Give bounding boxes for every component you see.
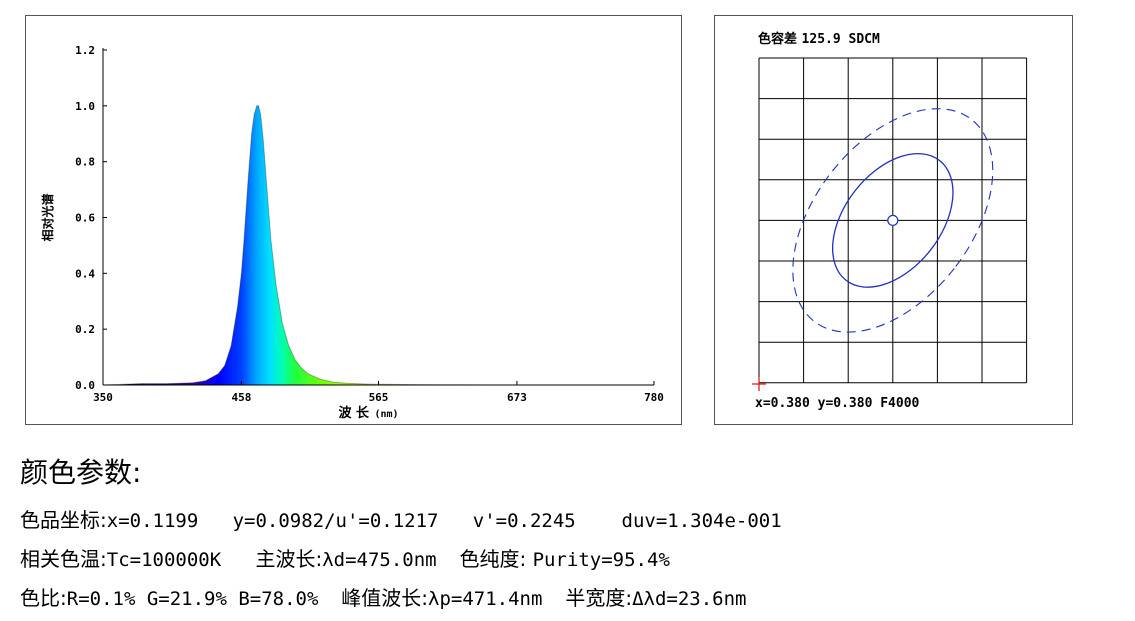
color-parameters-title: 颜色参数:: [20, 456, 142, 489]
dominant-wavelength-value: λd=475.0nm: [322, 549, 460, 571]
x-tick-label: 458: [231, 391, 251, 404]
color-ratio-value: R=0.1% G=21.9% B=78.0%: [66, 588, 342, 610]
color-tolerance-value: 125.9 SDCM: [801, 32, 880, 47]
y-axis-label: 相对光谱: [40, 193, 55, 241]
y-tick-label: 0.6: [75, 212, 95, 225]
inner-ellipse: [831, 152, 954, 288]
cct-value: Tc=100000K: [106, 549, 256, 571]
dominant-wavelength-label: 主波长:: [255, 547, 323, 571]
center-point: [887, 214, 899, 226]
half-width-label: 半宽度:: [565, 586, 633, 610]
color-ratio-row: 色比:R=0.1% G=21.9% B=78.0% 峰值波长:λp=471.4n…: [20, 579, 1120, 618]
color-tolerance-label: 色容差: [758, 32, 798, 47]
cct-label: 相关色温:: [20, 547, 107, 571]
peak-wavelength-value: λp=471.4nm: [428, 588, 566, 610]
x-tick-label: 673: [507, 391, 527, 404]
half-width-value: Δλd=23.6nm: [632, 588, 747, 610]
outer-ellipse: [792, 108, 994, 333]
purity-value: Purity=95.4%: [532, 549, 670, 571]
color-tolerance-panel: 色容差 125.9 SDCM x=0.380 y=0.380 F4000: [714, 15, 1073, 425]
x-tick-label: 565: [369, 391, 389, 404]
x-tick-label: 350: [93, 391, 113, 404]
x-tick-label: 780: [644, 391, 664, 404]
spectrum-line: [102, 105, 654, 386]
chromaticity-label: 色品坐标:: [20, 508, 107, 532]
y-tick-label: 0.4: [75, 267, 95, 280]
y-tick-label: 0.8: [75, 156, 95, 169]
cct-row: 相关色温:Tc=100000K 主波长:λd=475.0nm 色纯度: Puri…: [20, 540, 1120, 579]
chromaticity-value: x=0.1199 y=0.0982/u'=0.1217 v'=0.2245 du…: [106, 510, 782, 532]
purity-label: 色纯度:: [459, 547, 533, 571]
y-tick-label: 1.0: [75, 100, 95, 113]
color-ratio-label: 色比:: [20, 586, 67, 610]
reference-coordinates: x=0.380 y=0.380 F4000: [755, 396, 920, 411]
spectrum-chart: 0.0 0.2 0.4 0.6 0.8 1.0 1.2 350 458 565 673 780 波 长 (…: [40, 44, 664, 421]
x-axis-label: 波 长: [339, 405, 371, 421]
y-tick-label: 0.0: [75, 379, 95, 392]
color-tolerance-title: 色容差 125.9 SDCM: [758, 28, 880, 47]
x-axis-unit: (nm): [375, 409, 399, 420]
spectrum-chart-panel: 0.0 0.2 0.4 0.6 0.8 1.0 1.2 350 458 565 673 780 波 长 (…: [25, 15, 682, 425]
peak-wavelength-label: 峰值波长:: [341, 586, 429, 610]
y-tick-label: 1.2: [75, 44, 95, 57]
y-tick-label: 0.2: [75, 323, 95, 336]
color-parameters: 颜色参数: 色品坐标:x=0.1199 y=0.0982/u'=0.1217 v…: [20, 455, 1120, 618]
chromaticity-row: 色品坐标:x=0.1199 y=0.0982/u'=0.1217 v'=0.22…: [20, 501, 1120, 540]
spectrum-area: [103, 105, 654, 386]
macadam-ellipse-diagram: [752, 57, 1028, 391]
